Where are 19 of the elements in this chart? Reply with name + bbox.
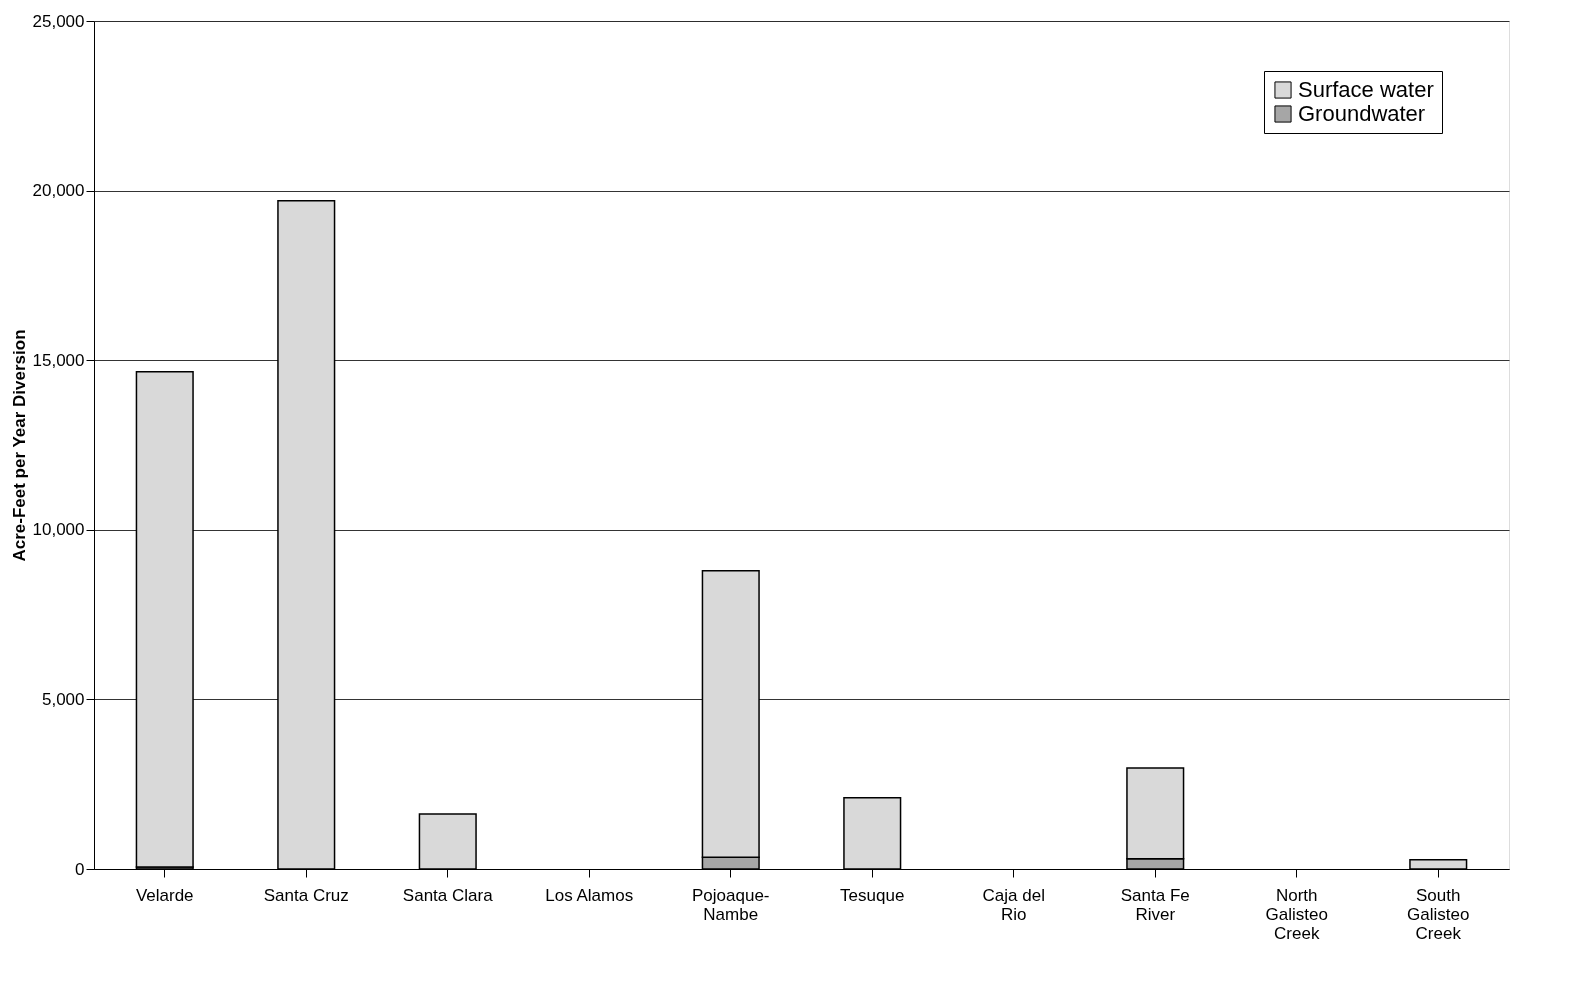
- x-tick-label: Pojoaque-Nambe: [691, 885, 770, 924]
- x-tick-label: Caja del Rio: [982, 885, 1045, 924]
- x-tick-label: Tesuque: [840, 885, 905, 905]
- y-tick-label: 25,000: [32, 11, 85, 31]
- x-tick-label: Santa Cruz: [263, 885, 349, 905]
- legend-label: Groundwater: [1298, 101, 1426, 126]
- x-tick-label: North Galisteo Creek: [1265, 885, 1328, 943]
- y-tick-label: 20,000: [32, 181, 85, 201]
- y-tick-label: 5,000: [41, 689, 85, 709]
- x-tick-label: Velarde: [135, 885, 194, 905]
- x-tick-label: Santa Clara: [402, 885, 494, 905]
- legend-label: Surface water: [1298, 77, 1434, 102]
- y-tick-label: 0: [75, 859, 85, 879]
- x-tick-label: South Galisteo Creek: [1407, 885, 1470, 943]
- y-axis-title: Acre-Feet per Year Diversion: [9, 329, 29, 562]
- x-tick-label: Los Alamos: [545, 885, 634, 905]
- x-tick-label: Santa Fe River: [1120, 885, 1190, 924]
- y-tick-label: 10,000: [32, 520, 85, 540]
- y-tick-label: 15,000: [32, 350, 85, 370]
